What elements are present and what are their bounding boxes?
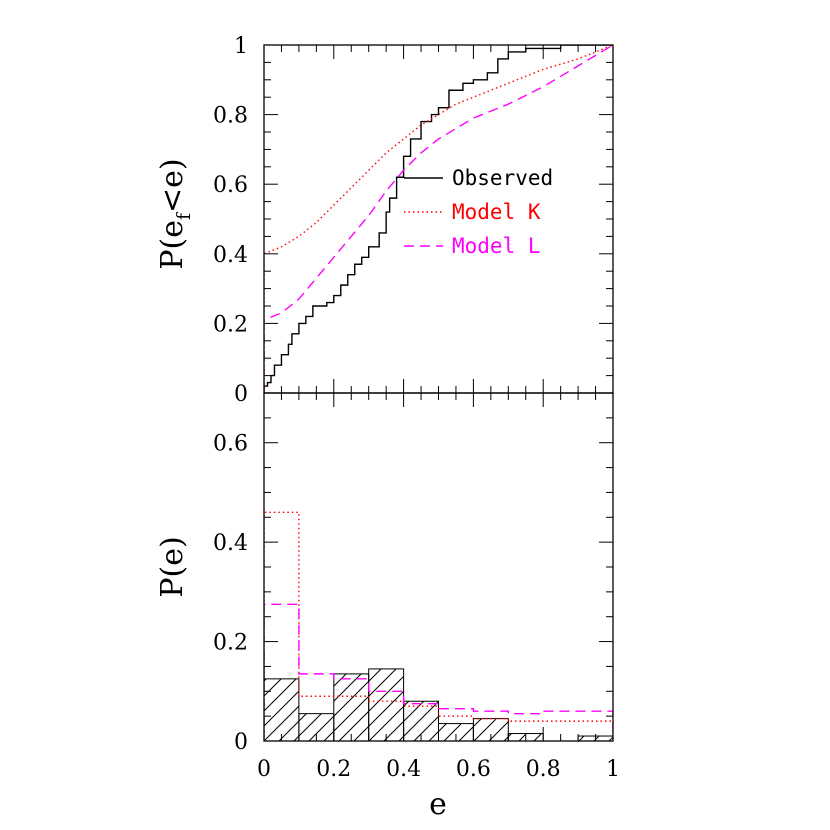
histogram-plot-frame (263, 392, 614, 742)
histogram-ticks (263, 392, 614, 742)
histogram-y-tick-labels: 0 0.2 0.4 0.6 (213, 432, 248, 755)
histogram-x-tick-labels: 0 0.2 0.4 0.6 0.8 1 (257, 757, 620, 782)
cumulative-y-tick-labels: 0 0.2 0.4 0.6 0.8 1 (213, 34, 248, 407)
cumulative-series-group (264, 45, 613, 393)
y-tick-label: 0.8 (213, 104, 248, 129)
cumulative-plot-frame (263, 44, 614, 394)
x-tick-label: 0.8 (526, 757, 561, 782)
cumulative-line-model-k (264, 45, 613, 393)
legend-label: Model L (452, 234, 541, 258)
x-tick-label: 0 (257, 757, 271, 782)
histogram-y-axis-title: P(e) (155, 536, 190, 597)
x-tick-label: 0.4 (386, 757, 421, 782)
histogram-bar-observed (298, 713, 335, 741)
histogram-step-model-k (264, 511, 613, 741)
cumulative-line-observed (264, 45, 613, 393)
y-tick-label: 1 (234, 34, 248, 59)
legend: Observed Model K Model L (404, 166, 553, 258)
histogram-bar-observed (403, 700, 440, 741)
y-tick-label: 0.2 (213, 312, 248, 337)
cumulative-line-model-l (264, 45, 613, 393)
histogram-bar-observed (264, 678, 300, 741)
y-tick-label: 0 (234, 730, 248, 755)
y-tick-label: 0.6 (213, 432, 248, 457)
histogram-bar-observed (333, 673, 370, 741)
cumulative-panel: 0 0.2 0.4 0.6 0.8 1 P(ef<e) Observed Model K Mo… (155, 34, 614, 407)
cumulative-y-axis-title: P(ef<e) (155, 158, 195, 269)
x-tick-label: 0.6 (456, 757, 491, 782)
y-tick-label: 0 (234, 382, 248, 407)
y-tick-label: 0.4 (213, 531, 248, 556)
y-tick-label: 0.4 (213, 243, 248, 268)
x-tick-label: 0.2 (316, 757, 351, 782)
cumulative-ticks (263, 44, 614, 394)
legend-label: Model K (452, 200, 541, 224)
x-tick-label: 1 (606, 757, 620, 782)
x-axis-title: e (429, 787, 447, 822)
histogram-series-group (264, 511, 613, 741)
histogram-bar-observed (368, 668, 405, 741)
histogram-panel: 0 0.2 0.4 0.6 0 0.2 0.4 0.6 0.8 1 P(e) e (155, 392, 620, 822)
legend-label: Observed (452, 166, 553, 190)
y-tick-label: 0.2 (213, 631, 248, 656)
y-tick-label: 0.6 (213, 173, 248, 198)
